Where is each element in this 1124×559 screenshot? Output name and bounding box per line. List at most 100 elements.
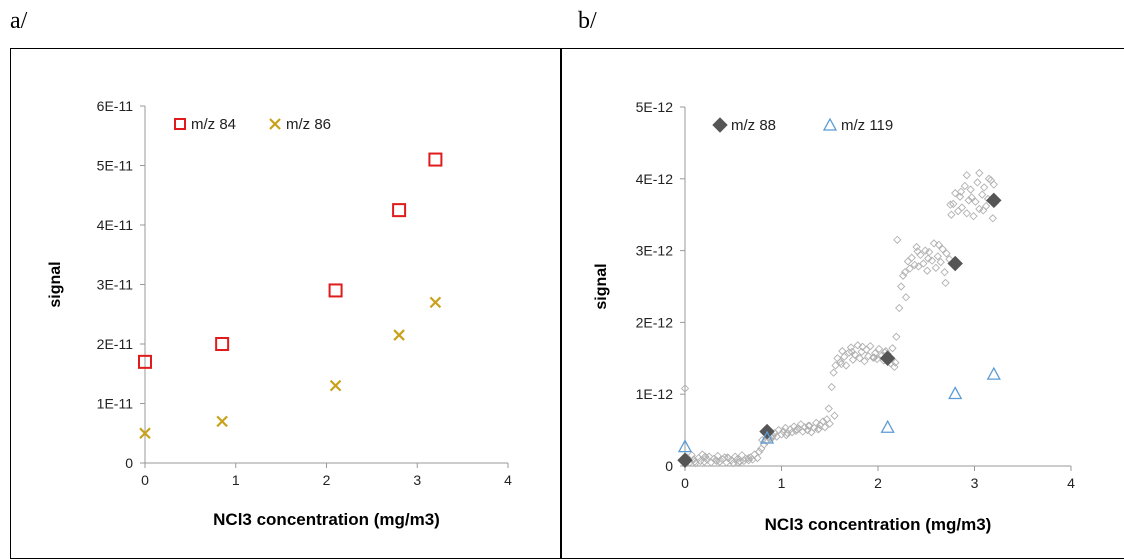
data-point: [748, 455, 757, 464]
data-point: [761, 436, 771, 446]
data-point: [924, 254, 933, 263]
data-point: [837, 359, 846, 369]
data-point: [687, 451, 696, 460]
data-point: [975, 168, 984, 178]
data-point: [938, 245, 947, 254]
data-point: [940, 268, 949, 277]
data-point: [862, 345, 871, 354]
data-point: [957, 203, 967, 212]
data-point: [907, 253, 916, 262]
legend-marker: [822, 117, 838, 131]
series-m-z-88: [677, 192, 1002, 468]
legend-marker: [174, 118, 186, 130]
x-tick-label: 1: [232, 472, 240, 488]
y-tick-label: 1E-12: [636, 386, 674, 402]
data-point: [941, 278, 950, 288]
data-point: [735, 457, 745, 466]
data-point: [753, 453, 762, 463]
data-point: [792, 425, 802, 434]
data-point: [973, 178, 982, 187]
data-point: [891, 358, 900, 367]
data-point: [820, 423, 830, 432]
legend-entry: m/z 119: [822, 117, 893, 134]
data-point: [850, 350, 859, 359]
data-point: [853, 341, 862, 350]
x-tick-label: 2: [323, 472, 331, 488]
y-axis-label: signal: [593, 263, 610, 309]
data-point: [947, 255, 963, 272]
data-point: [804, 421, 813, 430]
legend-marker: [712, 117, 728, 133]
data-point: [787, 428, 797, 437]
y-tick-label: 4E-11: [97, 217, 134, 233]
data-point: [731, 452, 740, 461]
data-point: [872, 354, 882, 364]
x-tick-label: 3: [971, 475, 979, 491]
data-point: [758, 436, 767, 445]
data-point: [328, 283, 343, 298]
data-point: [814, 424, 824, 433]
data-point: [428, 152, 443, 167]
data-point: [895, 303, 904, 313]
data-point: [139, 427, 151, 440]
data-point: [956, 187, 966, 196]
data-point: [913, 247, 922, 256]
legend-label: m/z 88: [731, 117, 776, 134]
data-point: [830, 411, 839, 420]
data-point: [962, 171, 971, 180]
data-point: [860, 357, 869, 366]
data-point: [892, 332, 901, 341]
data-point: [700, 457, 709, 466]
y-tick-label: 0: [125, 455, 133, 471]
data-point: [942, 249, 951, 258]
data-point: [986, 366, 1001, 380]
y-tick-label: 2E-12: [636, 314, 674, 330]
data-point: [931, 263, 941, 272]
data-point: [844, 348, 854, 357]
data-point: [934, 240, 943, 249]
data-point: [846, 343, 856, 352]
data-point: [864, 352, 873, 361]
data-point: [677, 452, 693, 468]
data-point: [713, 451, 722, 461]
data-point: [825, 419, 834, 428]
data-point: [879, 350, 896, 367]
data-point: [914, 262, 923, 271]
data-point: [874, 344, 884, 354]
x-tick-label: 3: [413, 472, 421, 488]
data-point: [216, 415, 228, 428]
data-point: [712, 456, 721, 466]
data-point: [715, 457, 724, 466]
x-tick-label: 4: [1067, 475, 1075, 491]
data-point: [969, 211, 978, 221]
data-point: [842, 361, 851, 370]
y-tick-label: 6E-11: [97, 98, 134, 114]
data-point: [927, 256, 937, 265]
data-point: [953, 206, 963, 216]
legend-label: m/z 84: [191, 116, 236, 133]
data-point: [824, 404, 833, 413]
data-point: [827, 382, 836, 392]
data-point: [989, 180, 998, 189]
data-point: [903, 257, 913, 266]
data-point: [979, 206, 988, 215]
data-point: [955, 192, 965, 201]
y-tick-label: 3E-11: [97, 277, 134, 293]
data-point: [923, 266, 932, 275]
data-point: [949, 199, 958, 209]
x-axis-label: NCl3 concentration (mg/m3): [213, 510, 440, 529]
data-point: [946, 200, 955, 209]
data-point: [905, 264, 914, 273]
data-point: [138, 354, 152, 369]
data-point: [818, 417, 828, 426]
legend-label: m/z 86: [286, 116, 331, 133]
y-tick-label: 3E-12: [636, 243, 674, 259]
data-point: [848, 355, 858, 364]
x-axis-label: NCl3 concentration (mg/m3): [765, 515, 992, 534]
data-point: [988, 214, 997, 223]
x-tick-label: 0: [141, 472, 149, 488]
data-point: [880, 419, 895, 433]
data-point: [986, 192, 1002, 209]
legend-marker: [269, 118, 281, 130]
